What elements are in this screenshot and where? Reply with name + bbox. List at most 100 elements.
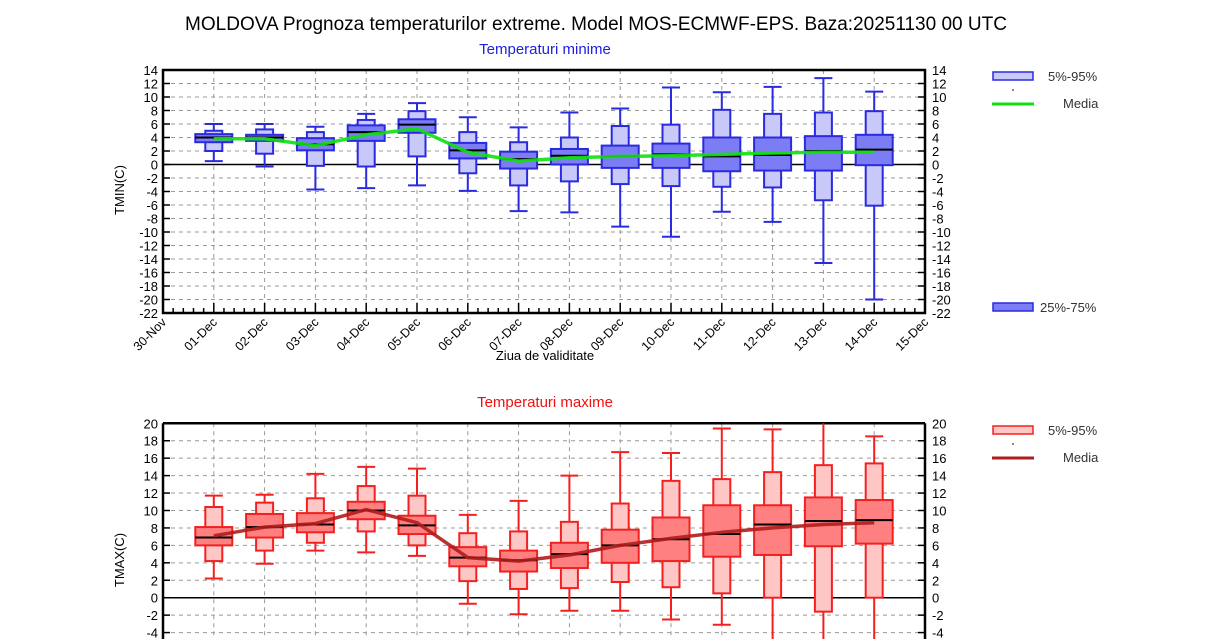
tmax-box-25-75: [194, 526, 234, 547]
tmax-ytick-label-right: 4: [932, 556, 939, 571]
tmin-box-05-Dec: [397, 102, 437, 187]
tmin-ytick-label-right: 6: [932, 117, 939, 132]
tmin-ytick-label-left: -6: [146, 198, 158, 213]
tmax-legend-mean-label: Media: [1063, 450, 1099, 465]
tmin-ytick-label-right: 0: [932, 158, 939, 173]
tmax-legend-5-95-swatch: [992, 425, 1034, 435]
tmax-ytick-label-left: -2: [146, 608, 158, 623]
tmin-ytick-label-left: -8: [146, 212, 158, 227]
tmin-xtick-label: 13-Dec: [791, 315, 829, 353]
tmin-box-14-Dec: [854, 90, 894, 301]
tmin-ytick-label-right: -6: [932, 198, 944, 213]
tmax-ytick-label-left: 16: [144, 451, 158, 466]
tmin-box-01-Dec: [194, 123, 234, 163]
tmin-ytick-label-right: -12: [932, 239, 951, 254]
tmin-ytick-label-right: -8: [932, 212, 944, 227]
tmin-box-12-Dec: [753, 85, 793, 223]
tmax-ytick-label-left: 6: [151, 538, 158, 553]
tmax-box-01-Dec: [194, 494, 234, 580]
tmin-xtick-label: 10-Dec: [639, 315, 677, 353]
tmin-legend-dot: [1012, 89, 1014, 91]
tmax-ytick-label-right: 0: [932, 591, 939, 606]
tmin-ytick-label-left: -14: [139, 252, 158, 267]
tmin-ytick-label-left: 8: [151, 104, 158, 119]
tmin-ytick-label-right: 10: [932, 90, 946, 105]
tmin-ytick-label-right: 12: [932, 77, 946, 92]
tmax-y-axis-label: TMAX(C): [112, 533, 127, 587]
tmax-ytick-label-right: 6: [932, 538, 939, 553]
tmin-ytick-label-right: 4: [932, 131, 939, 146]
tmax-ytick-label-left: 14: [144, 469, 158, 484]
tmin-ytick-label-left: -2: [146, 171, 158, 186]
tmax-ytick-label-left: 2: [151, 573, 158, 588]
tmax-ytick-label-right: 20: [932, 416, 946, 431]
tmin-legend-mean-label: Media: [1063, 96, 1099, 111]
tmax-ytick-label-left: 8: [151, 521, 158, 536]
tmin-ytick-label-right: 2: [932, 144, 939, 159]
tmin-ytick-label-left: -20: [139, 293, 158, 308]
tmin-legend-25-75-label: 25%-75%: [1040, 300, 1097, 315]
tmin-plot-frame: [161, 68, 927, 315]
tmin-xtick-label: 14-Dec: [842, 315, 880, 353]
tmax-panel: Temperaturi maxime -4 -4 -2 -2 0 0 2 2 4 4 6 6 8 8 10 10…: [112, 394, 1099, 639]
tmax-subtitle: Temperaturi maxime: [477, 394, 613, 411]
tmin-boxes: [194, 77, 894, 301]
tmax-box-14-Dec: [854, 435, 894, 639]
tmin-xtick-label: 15-Dec: [893, 315, 931, 353]
tmin-box-02-Dec: [245, 123, 285, 168]
tmin-xtick-label: 11-Dec: [690, 315, 728, 353]
tmin-ytick-label-right: -22: [932, 306, 951, 321]
tmax-ytick-label-right: 8: [932, 521, 939, 536]
tmin-y-axis-label: TMIN(C): [112, 165, 127, 215]
tmax-boxes: [194, 423, 894, 639]
tmin-ytick-label-right: -20: [932, 293, 951, 308]
tmax-ytick-label-left: 18: [144, 434, 158, 449]
tmax-ytick-label-right: 18: [932, 434, 946, 449]
tmin-ytick-label-right: 14: [932, 63, 946, 78]
main-title: MOLDOVA Prognoza temperaturilor extreme.…: [185, 14, 1007, 35]
tmin-xtick-label: 02-Dec: [232, 315, 270, 353]
tmin-ytick-label-right: -16: [932, 266, 951, 281]
tmin-ytick-label-left: -10: [139, 225, 158, 240]
tmin-box-5-95: [407, 110, 427, 158]
tmin-legend-5-95-swatch: [992, 71, 1034, 81]
tmin-box-08-Dec: [549, 111, 589, 214]
tmax-ytick-label-right: -2: [932, 608, 944, 623]
tmin-box-03-Dec: [295, 125, 335, 191]
tmin-box-09-Dec: [600, 107, 640, 228]
tmax-ytick-label-left: 20: [144, 416, 158, 431]
tmin-xtick-label: 06-Dec: [436, 315, 474, 353]
tmin-ytick-label-right: 8: [932, 104, 939, 119]
tmin-xtick-label: 05-Dec: [385, 315, 423, 353]
tmin-ytick-label-right: -14: [932, 252, 951, 267]
tmin-ytick-label-right: -2: [932, 171, 944, 186]
tmax-mean-line: [213, 507, 875, 563]
tmin-ytick-label-left: -12: [139, 239, 158, 254]
tmin-xtick-label: 03-Dec: [283, 315, 321, 353]
tmin-ytick-label-left: 10: [144, 90, 158, 105]
tmin-ytick-label-left: -18: [139, 279, 158, 294]
tmin-xtick-label: 04-Dec: [334, 315, 372, 353]
tmin-box-11-Dec: [702, 91, 742, 213]
tmin-box-10-Dec: [651, 86, 691, 238]
tmin-ytick-label-left: -16: [139, 266, 158, 281]
tmax-box-12-Dec: [753, 428, 793, 639]
tmin-box-07-Dec: [499, 126, 539, 213]
tmin-x-axis-label: Ziua de validitate: [496, 348, 594, 363]
tmax-ytick-label-left: 0: [151, 591, 158, 606]
tmin-ytick-label-left: 6: [151, 117, 158, 132]
tmin-ytick-label-right: -10: [932, 225, 951, 240]
tmin-ytick-label-left: 12: [144, 77, 158, 92]
tmin-mean-line: [213, 126, 875, 163]
tmax-box-09-Dec: [600, 451, 640, 612]
tmin-subtitle: Temperaturi minime: [479, 41, 611, 58]
tmin-ytick-label-left: -22: [139, 306, 158, 321]
tmax-ytick-label-right: 10: [932, 504, 946, 519]
tmax-ytick-label-right: 14: [932, 469, 946, 484]
tmax-ytick-label-left: 4: [151, 556, 158, 571]
tmax-ytick-label-left: 10: [144, 504, 158, 519]
tmin-ytick-label-right: -18: [932, 279, 951, 294]
tmax-ytick-label-left: -4: [146, 626, 158, 639]
tmin-ytick-label-left: -4: [146, 185, 158, 200]
